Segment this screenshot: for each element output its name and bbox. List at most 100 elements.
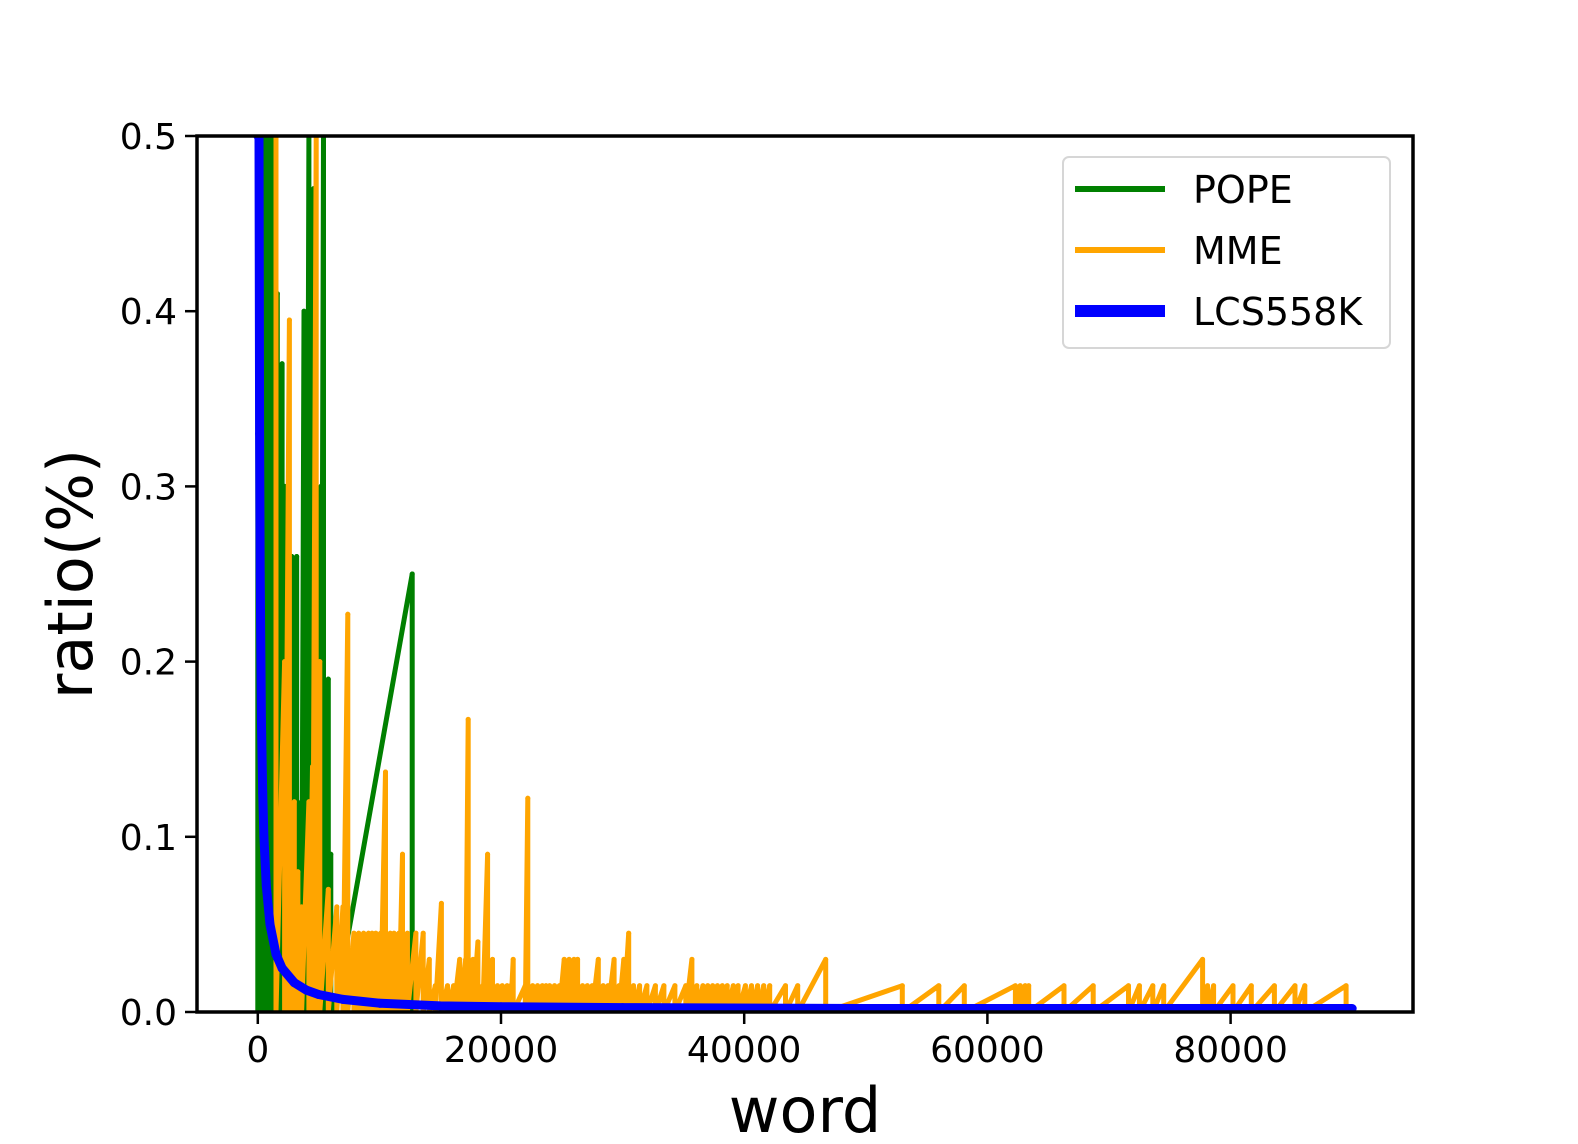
- y-axis: 0.0 0.1 0.2 0.3 0.4 0.5: [120, 117, 197, 1034]
- pope-point: [328, 851, 334, 857]
- mme-point: [391, 930, 397, 936]
- lcs558k-point: [435, 1001, 445, 1011]
- x-axis-label: word: [729, 1074, 881, 1144]
- lcs558k-point: [618, 1003, 628, 1012]
- mme-point: [396, 930, 402, 936]
- x-axis: 0 20000 40000 60000 80000: [246, 1012, 1288, 1071]
- mme-point: [295, 869, 301, 875]
- x-tick-label: 80000: [1173, 1030, 1288, 1071]
- mme-point: [689, 956, 695, 962]
- pope-point: [409, 571, 415, 577]
- mme-point: [742, 983, 748, 989]
- mme-point: [369, 930, 375, 936]
- mme-point: [637, 983, 643, 989]
- mme-point: [1012, 983, 1018, 989]
- mme-point: [714, 983, 720, 989]
- mme-point: [1022, 983, 1028, 989]
- mme-point: [1061, 983, 1067, 989]
- lcs558k-point: [289, 978, 299, 988]
- lcs558k-point: [861, 1004, 871, 1012]
- mme-point: [334, 904, 340, 910]
- mme-point: [510, 956, 516, 962]
- pope-point: [303, 361, 309, 367]
- pope-point: [299, 799, 305, 805]
- legend: POPE MME LCS558K: [1062, 156, 1391, 349]
- mme-point: [672, 983, 678, 989]
- lcs558k-point: [258, 788, 268, 798]
- lcs558k-point: [256, 714, 266, 724]
- mme-point: [795, 983, 801, 989]
- mme-point: [400, 851, 405, 857]
- lcs558k-point: [314, 990, 324, 999]
- mme-point: [310, 764, 315, 770]
- mme-point: [522, 983, 528, 989]
- mme-point: [499, 983, 505, 989]
- lcs558k-point: [271, 949, 281, 959]
- lcs558k-point: [255, 429, 265, 439]
- mme-point: [530, 983, 536, 989]
- mme-point: [457, 956, 463, 962]
- lcs558k-point: [277, 963, 287, 973]
- mme-point: [749, 983, 754, 989]
- legend-label-pope: POPE: [1193, 168, 1293, 212]
- pope-line: [255, 136, 415, 1012]
- mme-point: [1248, 983, 1254, 989]
- mme-point: [1017, 983, 1023, 989]
- mme-point: [589, 983, 595, 989]
- series-lcs558k: [253, 136, 1357, 1012]
- mme-point: [556, 983, 562, 989]
- mme-point: [282, 659, 288, 665]
- y-tick-label: 0.3: [120, 467, 177, 508]
- mme-point: [317, 659, 323, 665]
- lcs558k-point: [265, 919, 275, 929]
- mme-point: [345, 611, 351, 617]
- mme-point: [387, 930, 393, 936]
- mme-point: [735, 983, 741, 989]
- mme-point: [470, 956, 476, 962]
- x-tick-label: 20000: [444, 1030, 559, 1071]
- x-tick-label: 0: [246, 1030, 269, 1071]
- mme-point: [451, 983, 457, 989]
- mme-point: [767, 983, 773, 989]
- mme-point: [535, 983, 540, 989]
- mme-point: [611, 956, 617, 962]
- mme-point: [432, 983, 438, 989]
- mme-point: [626, 930, 632, 936]
- mme-point: [605, 983, 611, 989]
- mme-point: [783, 983, 788, 989]
- lcs558k-point: [259, 832, 269, 842]
- mme-point: [426, 956, 432, 962]
- y-tick-label: 0.2: [120, 643, 177, 684]
- mme-point: [631, 983, 636, 989]
- legend-box: [1062, 156, 1391, 349]
- mme-point: [710, 983, 716, 989]
- lcs558k-point: [301, 985, 311, 995]
- mme-point: [644, 983, 650, 989]
- mme-point: [445, 983, 450, 989]
- y-tick-label: 0.1: [120, 818, 177, 859]
- mme-point: [584, 983, 590, 989]
- lcs558k-point: [496, 1002, 506, 1012]
- mme-point: [1271, 983, 1277, 989]
- mme-point: [508, 983, 514, 989]
- plot-frame: [195, 134, 1415, 1014]
- mme-point: [683, 983, 689, 989]
- x-tick-label: 40000: [687, 1030, 802, 1071]
- y-tick-label: 0.5: [120, 117, 177, 158]
- mme-point: [356, 930, 362, 936]
- mme-point: [291, 799, 297, 805]
- mme-point: [761, 983, 767, 989]
- mme-point: [404, 930, 410, 936]
- mme-point: [936, 983, 942, 989]
- mme-point: [340, 904, 346, 910]
- mme-point: [361, 930, 367, 936]
- pope-point: [301, 308, 307, 314]
- mme-point: [561, 956, 567, 962]
- lcs558k-point: [261, 881, 271, 891]
- mme-point: [1230, 983, 1236, 989]
- y-tick-label: 0.4: [120, 292, 177, 333]
- mme-point: [413, 930, 419, 936]
- mme-point: [373, 930, 379, 936]
- mme-point: [286, 317, 292, 323]
